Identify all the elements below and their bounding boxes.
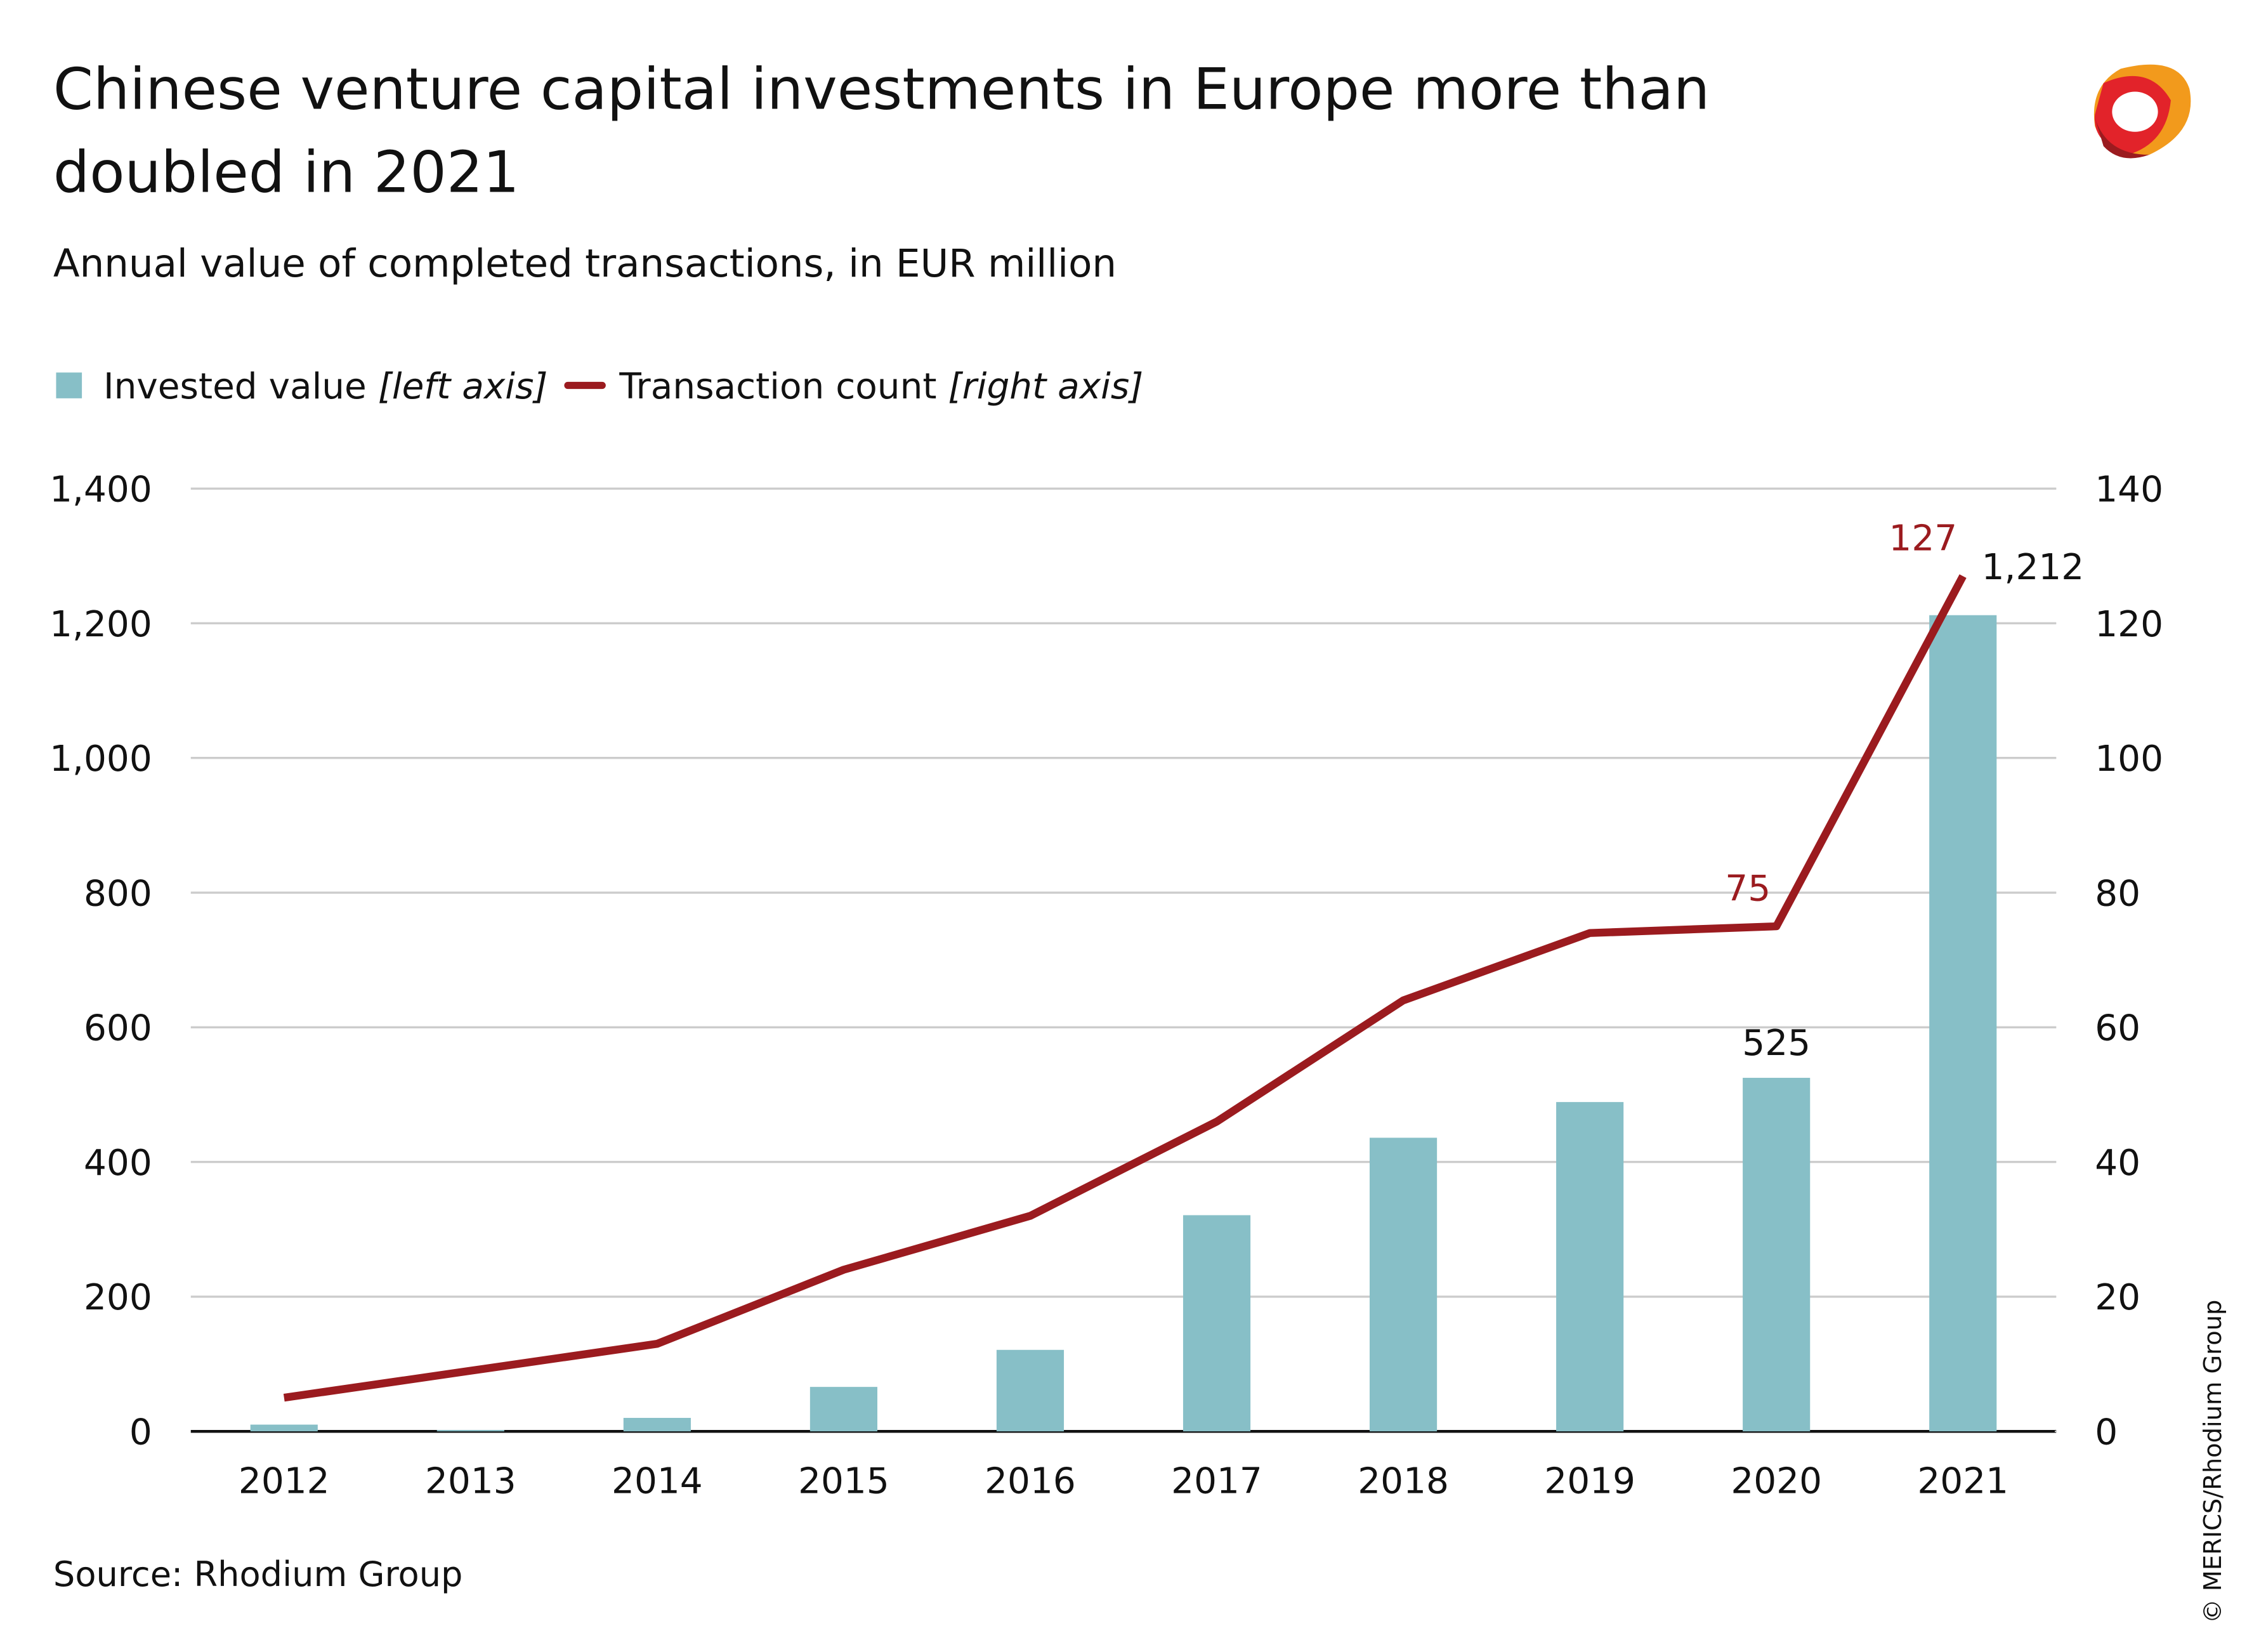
bar — [809, 1387, 877, 1432]
y2-tick-label: 20 — [2095, 1277, 2140, 1318]
y2-tick-label: 100 — [2095, 738, 2163, 780]
legend-note: [left axis] — [378, 366, 548, 407]
x-tick-label: 2017 — [1171, 1460, 1262, 1502]
x-tick-label: 2018 — [1358, 1460, 1449, 1502]
bar — [1556, 1102, 1624, 1432]
legend-label: Invested value [left axis] — [103, 366, 547, 407]
x-tick-label: 2019 — [1544, 1460, 1635, 1502]
legend-name: Invested value — [103, 366, 367, 407]
legend-note: [right axis] — [948, 366, 1144, 407]
line-value-label: 127 — [1889, 518, 1957, 559]
chart-title: Chinese venture capital investments in E… — [53, 56, 1710, 123]
chart-title: doubled in 2021 — [53, 140, 520, 206]
line-value-label: 75 — [1725, 868, 1771, 909]
x-tick-label: 2020 — [1731, 1460, 1822, 1502]
y2-tick-label: 120 — [2095, 604, 2163, 645]
y-tick-label: 0 — [129, 1412, 152, 1453]
bar-value-label: 1,212 — [1982, 547, 2085, 588]
source: Source: Rhodium Group — [53, 1554, 463, 1594]
y2-tick-label: 140 — [2095, 469, 2163, 510]
legend-swatch — [56, 372, 82, 398]
logo — [2093, 64, 2191, 159]
bar — [1182, 1215, 1251, 1432]
legend-item: Invested value [left axis] — [56, 366, 547, 407]
legend-label: Transaction count [right axis] — [619, 366, 1143, 407]
bar — [1929, 615, 1997, 1432]
y2-tick-label: 80 — [2095, 873, 2140, 914]
bar-value-label: 525 — [1742, 1023, 1811, 1064]
x-tick-label: 2012 — [239, 1460, 330, 1502]
y2-tick-label: 60 — [2095, 1008, 2140, 1049]
chart-subtitle: Annual value of completed transactions, … — [53, 241, 1117, 286]
bar — [996, 1349, 1065, 1432]
y-tick-label: 1,200 — [49, 604, 152, 645]
x-tick-label: 2015 — [798, 1460, 889, 1502]
legend-name: Transaction count — [619, 366, 936, 407]
bar — [436, 1430, 504, 1432]
y-tick-label: 600 — [84, 1008, 152, 1049]
y-tick-label: 200 — [84, 1277, 152, 1318]
bar — [1370, 1137, 1438, 1432]
y2-tick-label: 40 — [2095, 1143, 2140, 1184]
x-tick-label: 2014 — [612, 1460, 703, 1502]
x-tick-label: 2013 — [425, 1460, 516, 1502]
line — [283, 574, 1967, 1402]
bar — [623, 1417, 691, 1432]
credit: © MERICS/Rhodium Group — [2199, 1300, 2227, 1623]
x-tick-label: 2021 — [1917, 1460, 2008, 1502]
y-tick-label: 1,400 — [49, 469, 152, 510]
y-tick-label: 800 — [84, 873, 152, 914]
y-tick-label: 1,000 — [49, 738, 152, 780]
x-tick-label: 2016 — [985, 1460, 1076, 1502]
y2-tick-label: 0 — [2095, 1412, 2118, 1453]
bar — [1743, 1077, 1811, 1432]
legend-item: Transaction count [right axis] — [564, 366, 1143, 407]
y-tick-label: 400 — [84, 1143, 152, 1184]
bar — [250, 1424, 318, 1432]
